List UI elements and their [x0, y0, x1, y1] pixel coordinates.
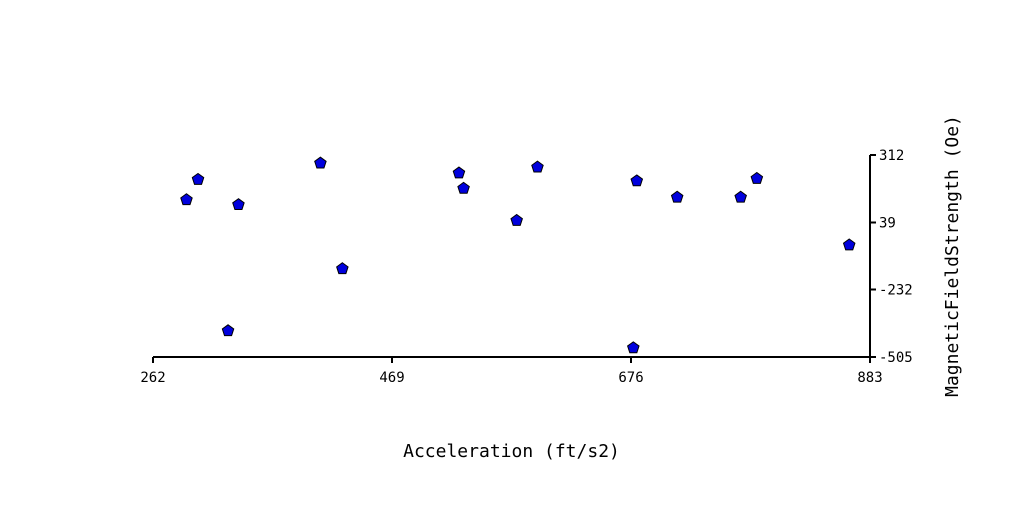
x-tick-label: 469	[379, 370, 404, 386]
y-tick-label: 312	[879, 148, 904, 164]
data-point	[510, 213, 523, 226]
data-point	[630, 174, 644, 187]
data-point	[232, 198, 245, 211]
data-point	[531, 160, 544, 173]
data-point	[750, 171, 764, 184]
data-point	[670, 190, 684, 203]
data-point	[314, 156, 327, 169]
x-axis-title: Acceleration (ft/s2)	[403, 441, 620, 462]
data-point	[221, 324, 235, 337]
x-axis-ticks: 262 469 676 883	[140, 357, 883, 386]
data-point	[191, 172, 205, 185]
axes	[153, 155, 871, 358]
data-point	[180, 193, 193, 206]
data-points	[180, 156, 856, 354]
data-point	[842, 238, 856, 251]
y-tick-label: 39	[879, 215, 896, 231]
data-point	[457, 181, 470, 194]
y-axis-ticks: 312 39 -232 -505	[870, 148, 913, 366]
y-tick-label: -505	[879, 350, 913, 366]
data-point	[734, 190, 747, 203]
y-axis-title: MagneticFieldStrength (Oe)	[942, 115, 963, 397]
x-tick-label: 676	[618, 370, 643, 386]
data-point	[336, 262, 349, 275]
data-point	[627, 341, 640, 354]
x-tick-label: 262	[140, 370, 165, 386]
data-point	[452, 166, 466, 179]
x-tick-label: 883	[857, 370, 882, 386]
y-tick-label: -232	[879, 283, 913, 299]
